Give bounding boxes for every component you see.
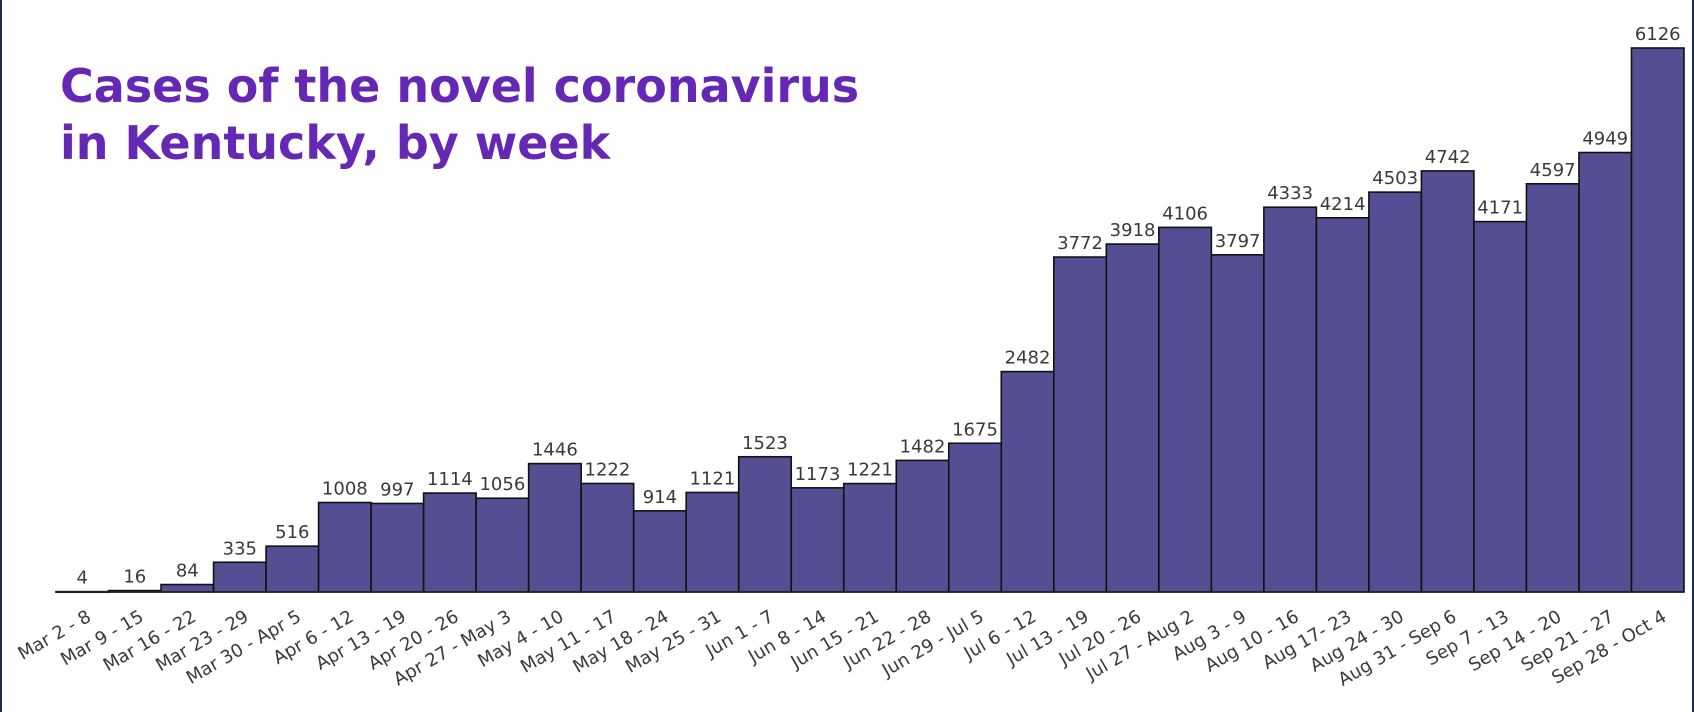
bar-value-label: 4503 bbox=[1372, 168, 1418, 189]
bar-value-label: 4597 bbox=[1530, 160, 1576, 181]
bar-value-label: 2482 bbox=[1005, 348, 1051, 369]
bar-value-label: 4742 bbox=[1425, 147, 1471, 168]
bar-value-label: 4106 bbox=[1162, 203, 1208, 224]
value-labels-group: 4 16 84 335 516 1008 997 1114 1056 1446 1222 914 112… bbox=[77, 24, 1681, 589]
bar-10 bbox=[527, 462, 582, 593]
bars-group bbox=[55, 47, 1685, 594]
bar-12 bbox=[632, 510, 687, 593]
bar-13 bbox=[685, 491, 740, 593]
bar-value-label: 1114 bbox=[427, 469, 473, 490]
bar-value-label: 4 bbox=[77, 568, 88, 589]
bar-value-label: 1121 bbox=[690, 468, 736, 489]
bar-value-label: 1173 bbox=[795, 464, 841, 485]
bar-3 bbox=[160, 583, 215, 593]
bar-24 bbox=[1263, 206, 1318, 593]
bar-15 bbox=[790, 487, 845, 593]
bar-value-label: 4949 bbox=[1582, 129, 1628, 150]
bar-4 bbox=[212, 561, 267, 593]
bar-value-label: 4171 bbox=[1477, 198, 1523, 219]
bar-value-label: 1675 bbox=[952, 419, 998, 440]
chart-title: Cases of the novel coronavirus in Kentuc… bbox=[60, 59, 860, 170]
bar-22 bbox=[1158, 226, 1213, 593]
bar-7 bbox=[370, 502, 425, 593]
bar-value-label: 1221 bbox=[847, 460, 893, 481]
bar-30 bbox=[1578, 151, 1633, 593]
bar-16 bbox=[842, 482, 898, 593]
bar-value-label: 6126 bbox=[1635, 24, 1681, 45]
bar-value-label: 3772 bbox=[1057, 233, 1103, 254]
bar-value-label: 16 bbox=[123, 567, 146, 588]
bar-23 bbox=[1210, 254, 1265, 593]
bar-value-label: 914 bbox=[643, 487, 677, 508]
bar-value-label: 4214 bbox=[1320, 194, 1366, 215]
bar-value-label: 335 bbox=[223, 538, 257, 559]
bar-value-label: 997 bbox=[380, 479, 414, 500]
bar-31 bbox=[1630, 47, 1685, 593]
bar-9 bbox=[475, 497, 530, 593]
bar-value-label: 1446 bbox=[532, 440, 578, 461]
bar-28 bbox=[1473, 220, 1528, 593]
bar-value-label: 516 bbox=[275, 522, 309, 543]
bar-value-label: 1056 bbox=[479, 474, 525, 495]
bar-value-label: 3797 bbox=[1215, 231, 1261, 252]
bar-17 bbox=[895, 459, 950, 593]
bar-14 bbox=[737, 455, 793, 593]
bar-18 bbox=[947, 442, 1003, 593]
bar-5 bbox=[265, 545, 320, 593]
bar-value-label: 1482 bbox=[900, 436, 946, 457]
bar-26 bbox=[1368, 191, 1423, 593]
bar-value-label: 1222 bbox=[585, 459, 631, 480]
bar-27 bbox=[1420, 170, 1475, 593]
bar-21 bbox=[1105, 243, 1160, 593]
bar-29 bbox=[1525, 182, 1580, 593]
bar-6 bbox=[317, 501, 372, 593]
bar-11 bbox=[580, 482, 635, 593]
bar-8 bbox=[422, 492, 477, 593]
bar-value-label: 4333 bbox=[1267, 183, 1313, 204]
bar-value-label: 3918 bbox=[1110, 220, 1156, 241]
bar-19 bbox=[1000, 370, 1055, 593]
bar-value-label: 84 bbox=[176, 561, 199, 582]
bar-value-label: 1008 bbox=[322, 478, 368, 499]
bar-20 bbox=[1053, 256, 1108, 593]
bar-25 bbox=[1315, 216, 1370, 593]
bar-value-label: 1523 bbox=[742, 433, 788, 454]
